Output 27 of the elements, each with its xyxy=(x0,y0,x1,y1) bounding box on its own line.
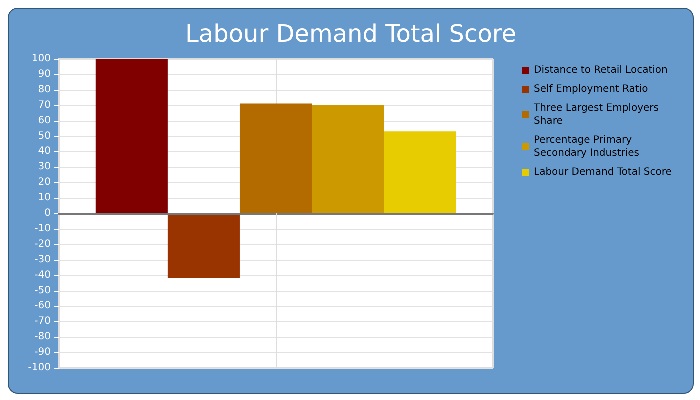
y-tick-label: -40 xyxy=(34,270,51,281)
y-tick-label: -60 xyxy=(34,300,51,312)
chart-title: Labour Demand Total Score xyxy=(185,20,517,48)
y-tick-label: -70 xyxy=(34,316,51,328)
y-tick-label: -10 xyxy=(34,223,51,234)
y-tick-label: 80 xyxy=(38,84,51,96)
y-tick-label: 50 xyxy=(38,130,51,142)
y-tick-label: -50 xyxy=(34,285,51,296)
y-tick-label: -30 xyxy=(34,254,51,266)
legend-label: Three Largest Employers Share xyxy=(533,103,662,127)
y-tick-label: 30 xyxy=(38,162,51,173)
y-tick-label: 60 xyxy=(38,115,51,126)
y-tick-label: -90 xyxy=(34,347,51,358)
y-tick-label: 10 xyxy=(38,192,51,204)
y-tick-label: -80 xyxy=(34,332,51,343)
y-tick-label: 40 xyxy=(38,146,51,158)
y-tick-label: -100 xyxy=(28,362,51,374)
legend-label: Labour Demand Total Score xyxy=(534,167,672,178)
y-tick-label: 70 xyxy=(38,100,51,111)
y-tick-label: 100 xyxy=(32,54,51,64)
legend-label: Distance to Retail Location xyxy=(534,65,668,76)
y-tick-label: 20 xyxy=(38,177,51,188)
y-tick-label: -20 xyxy=(34,238,51,250)
legend-label: Self Employment Ratio xyxy=(534,84,648,95)
legend-label: Percentage Primary Secondary Industries xyxy=(534,135,640,159)
y-tick-label: 0 xyxy=(44,208,51,219)
y-tick-label: 90 xyxy=(38,68,51,80)
